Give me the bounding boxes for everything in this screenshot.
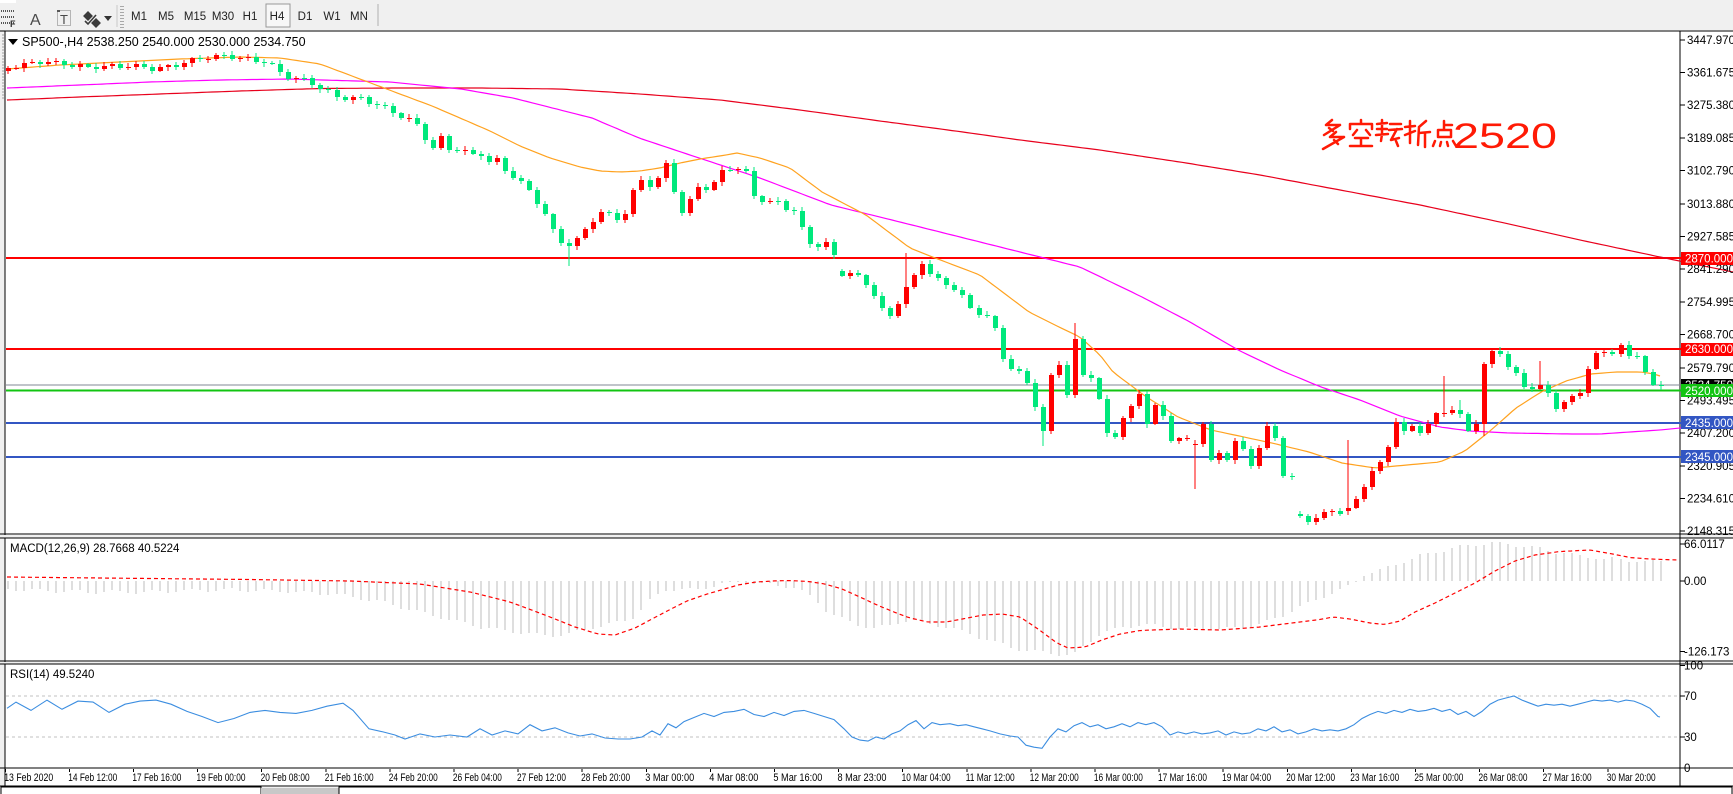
svg-text:19 Mar 04:00: 19 Mar 04:00 [1222,772,1271,784]
svg-text:W1: W1 [323,11,340,23]
svg-text:2435.000: 2435.000 [1685,418,1733,430]
svg-text:12 Mar 20:00: 12 Mar 20:00 [1030,772,1079,784]
svg-text:30 Mar 20:00: 30 Mar 20:00 [1607,772,1656,784]
svg-text:RSI(14) 49.5240: RSI(14) 49.5240 [10,669,94,681]
svg-text:8 Mar 23:00: 8 Mar 23:00 [838,772,887,784]
svg-text:F: F [10,19,16,29]
svg-text:2668.700: 2668.700 [1687,329,1733,341]
svg-text:2754.995: 2754.995 [1687,297,1733,309]
svg-text:H4: H4 [270,11,285,23]
svg-text:MN: MN [350,11,368,23]
svg-text:A: A [30,12,41,29]
svg-text:27 Mar 16:00: 27 Mar 16:00 [1543,772,1592,784]
svg-text:20 Mar 12:00: 20 Mar 12:00 [1286,772,1335,784]
svg-text:17 Feb 16:00: 17 Feb 16:00 [132,772,181,784]
svg-text:2870.000: 2870.000 [1685,254,1733,266]
svg-text:2493.495: 2493.495 [1687,396,1733,408]
svg-text:23 Mar 16:00: 23 Mar 16:00 [1350,772,1399,784]
svg-text:5 Mar 16:00: 5 Mar 16:00 [773,772,822,784]
svg-text:H1: H1 [243,11,258,23]
svg-text:10 Mar 04:00: 10 Mar 04:00 [902,772,951,784]
svg-text:20 Feb 08:00: 20 Feb 08:00 [261,772,310,784]
svg-text:26 Feb 04:00: 26 Feb 04:00 [453,772,502,784]
svg-text:3 Mar 00:00: 3 Mar 00:00 [645,772,694,784]
svg-text:3447.970: 3447.970 [1687,35,1733,47]
svg-text:SP500-,H4 2538.250 2540.000 2: SP500-,H4 2538.250 2540.000 2530.000 253… [22,35,306,49]
svg-text:2841.290: 2841.290 [1687,264,1733,276]
svg-text:2579.790: 2579.790 [1687,363,1733,375]
svg-text:M30: M30 [212,11,234,23]
svg-text:M1: M1 [131,11,147,23]
svg-text:3189.085: 3189.085 [1687,133,1733,145]
svg-text:13 Feb 2020: 13 Feb 2020 [4,772,53,784]
svg-text:25 Mar 00:00: 25 Mar 00:00 [1414,772,1463,784]
svg-text:2320.905: 2320.905 [1687,461,1733,473]
svg-text:100: 100 [1684,660,1703,672]
svg-text:24 Feb 20:00: 24 Feb 20:00 [389,772,438,784]
svg-text:70: 70 [1684,691,1697,703]
svg-text:2234.610: 2234.610 [1687,493,1733,505]
svg-text:26 Mar 08:00: 26 Mar 08:00 [1479,772,1528,784]
svg-text:2148.315: 2148.315 [1687,526,1733,538]
svg-text:2407.200: 2407.200 [1687,428,1733,440]
svg-text:4 Mar 08:00: 4 Mar 08:00 [709,772,758,784]
svg-text:3275.380: 3275.380 [1687,100,1733,112]
svg-text:16 Mar 00:00: 16 Mar 00:00 [1094,772,1143,784]
svg-text:0: 0 [1684,763,1690,775]
svg-text:14 Feb 12:00: 14 Feb 12:00 [68,772,117,784]
svg-text:-126.173: -126.173 [1684,647,1729,659]
svg-text:17 Mar 16:00: 17 Mar 16:00 [1158,772,1207,784]
svg-text:19 Feb 00:00: 19 Feb 00:00 [197,772,246,784]
svg-text:D1: D1 [298,11,313,23]
svg-text:0.00: 0.00 [1684,576,1706,588]
svg-text:2520.000: 2520.000 [1685,386,1733,398]
svg-text:3361.675: 3361.675 [1687,68,1733,80]
svg-text:MACD(12,26,9) 28.7668 40.5224: MACD(12,26,9) 28.7668 40.5224 [10,543,180,555]
svg-text:2520: 2520 [1453,117,1557,156]
svg-text:T: T [60,12,68,27]
svg-text:27 Feb 12:00: 27 Feb 12:00 [517,772,566,784]
svg-text:2630.000: 2630.000 [1685,344,1733,356]
svg-text:M5: M5 [158,11,174,23]
svg-text:2345.000: 2345.000 [1685,452,1733,464]
svg-text:3102.790: 3102.790 [1687,165,1733,177]
svg-text:M15: M15 [184,11,206,23]
svg-text:21 Feb 16:00: 21 Feb 16:00 [325,772,374,784]
svg-text:28 Feb 20:00: 28 Feb 20:00 [581,772,630,784]
svg-text:11 Mar 12:00: 11 Mar 12:00 [966,772,1015,784]
svg-text:30: 30 [1684,732,1697,744]
svg-text:3013.880: 3013.880 [1687,199,1733,211]
svg-text:2927.585: 2927.585 [1687,232,1733,244]
svg-text:66.0117: 66.0117 [1684,539,1725,551]
